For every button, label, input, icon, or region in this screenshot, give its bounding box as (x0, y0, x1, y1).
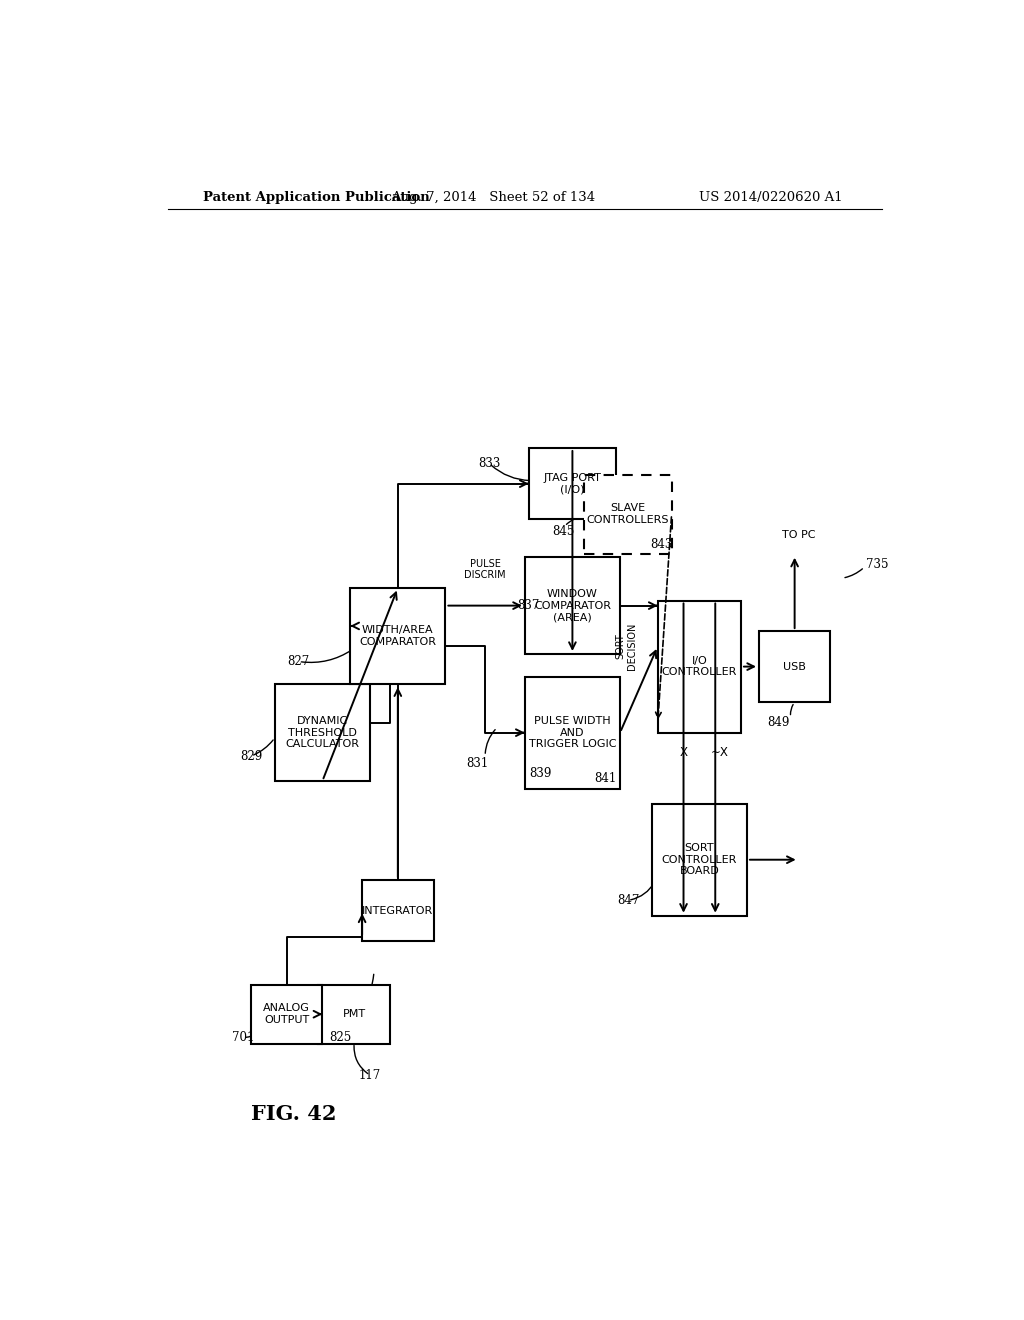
Text: 735: 735 (866, 558, 889, 572)
Text: I/O
CONTROLLER: I/O CONTROLLER (662, 656, 737, 677)
Text: 837: 837 (517, 599, 540, 612)
Text: 847: 847 (616, 894, 639, 907)
FancyBboxPatch shape (528, 447, 616, 519)
Text: JTAG PORT
(I/O): JTAG PORT (I/O) (544, 473, 601, 495)
Text: Patent Application Publication: Patent Application Publication (204, 190, 430, 203)
FancyBboxPatch shape (524, 677, 620, 788)
Text: 849: 849 (768, 715, 790, 729)
Text: US 2014/0220620 A1: US 2014/0220620 A1 (698, 190, 842, 203)
Text: PULSE
DISCRIM: PULSE DISCRIM (464, 558, 506, 581)
Text: 839: 839 (529, 767, 552, 780)
Text: 843: 843 (650, 539, 673, 552)
Text: SORT
CONTROLLER
BOARD: SORT CONTROLLER BOARD (662, 843, 737, 876)
Text: 827: 827 (288, 655, 309, 668)
FancyBboxPatch shape (651, 804, 746, 916)
Text: 829: 829 (240, 750, 262, 763)
Text: DYNAMIC
THRESHOLD
CALCULATOR: DYNAMIC THRESHOLD CALCULATOR (286, 715, 359, 750)
Text: FIG. 42: FIG. 42 (251, 1104, 337, 1123)
Text: INTEGRATOR: INTEGRATOR (362, 906, 433, 916)
Text: USB: USB (783, 661, 806, 672)
Text: TO PC: TO PC (782, 529, 815, 540)
Text: SLAVE
CONTROLLERS: SLAVE CONTROLLERS (587, 503, 670, 525)
Text: Aug. 7, 2014   Sheet 52 of 134: Aug. 7, 2014 Sheet 52 of 134 (391, 190, 595, 203)
FancyBboxPatch shape (318, 985, 390, 1044)
Text: 833: 833 (478, 457, 501, 470)
Text: ~X: ~X (711, 747, 728, 759)
Text: WIDTH/AREA
COMPARATOR: WIDTH/AREA COMPARATOR (359, 626, 436, 647)
FancyBboxPatch shape (251, 985, 323, 1044)
Text: 845: 845 (553, 525, 574, 539)
FancyBboxPatch shape (524, 557, 620, 653)
Text: WINDOW
COMPARATOR
(AREA): WINDOW COMPARATOR (AREA) (534, 589, 611, 622)
Text: 831: 831 (466, 756, 488, 770)
Text: 825: 825 (330, 1031, 352, 1044)
FancyBboxPatch shape (274, 684, 370, 781)
Text: PULSE WIDTH
AND
TRIGGER LOGIC: PULSE WIDTH AND TRIGGER LOGIC (528, 715, 616, 750)
Text: 841: 841 (595, 772, 616, 785)
FancyBboxPatch shape (585, 474, 672, 554)
Text: SORT
DECISION: SORT DECISION (615, 623, 637, 671)
Text: 701: 701 (231, 1031, 254, 1044)
Text: X: X (680, 747, 687, 759)
FancyBboxPatch shape (362, 880, 433, 941)
FancyBboxPatch shape (350, 587, 445, 684)
FancyBboxPatch shape (759, 631, 830, 702)
FancyBboxPatch shape (657, 601, 741, 733)
Text: 117: 117 (359, 1069, 381, 1081)
Text: PMT: PMT (343, 1010, 366, 1019)
Text: ANALOG
OUTPUT: ANALOG OUTPUT (263, 1003, 310, 1026)
